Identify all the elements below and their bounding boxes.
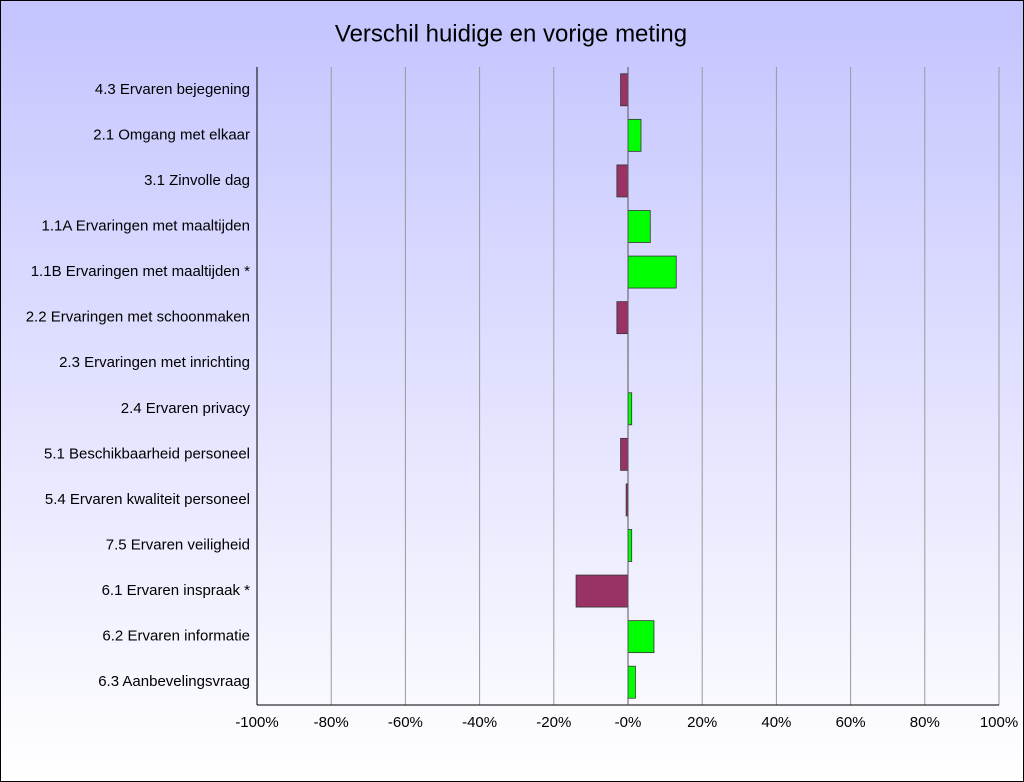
- bar: [620, 437, 629, 471]
- bar: [616, 164, 629, 198]
- y-tick-label: 1.1A Ervaringen met maaltijden: [42, 217, 250, 234]
- bar: [627, 210, 651, 243]
- y-tick-label: 2.4 Ervaren privacy: [121, 400, 251, 417]
- x-tick-label: 80%: [910, 714, 940, 731]
- y-tick-label: 5.4 Ervaren kwaliteit personeel: [45, 491, 250, 508]
- bar: [627, 620, 655, 654]
- x-tick-label: -80%: [314, 714, 349, 731]
- bar: [627, 118, 642, 152]
- y-tick-label: 7.5 Ervaren veiligheid: [106, 536, 250, 553]
- bar: [627, 255, 677, 289]
- x-tick-label: 60%: [836, 714, 866, 731]
- y-tick-label: 3.1 Zinvolle dag: [144, 172, 250, 189]
- bar: [627, 665, 636, 699]
- y-tick-label: 6.2 Ervaren informatie: [102, 628, 250, 645]
- x-tick-label: 40%: [761, 714, 791, 731]
- y-tick-label: 2.2 Ervaringen met schoonmaken: [26, 309, 250, 326]
- x-tick-label: -20%: [536, 714, 571, 731]
- x-tick-label: -60%: [388, 714, 423, 731]
- x-tick-label: -100%: [235, 714, 278, 731]
- chart-title: Verschil huidige en vorige meting: [335, 20, 687, 47]
- y-tick-label: 2.1 Omgang met elkaar: [93, 126, 250, 143]
- x-tick-label: -0%: [615, 714, 642, 731]
- bar: [627, 529, 633, 562]
- y-tick-label: 4.3 Ervaren bejegening: [95, 81, 250, 98]
- y-tick-label: 5.1 Beschikbaarheid personeel: [44, 445, 250, 462]
- y-tick-label: 2.3 Ervaringen met inrichting: [59, 354, 250, 371]
- y-tick-label: 1.1B Ervaringen met maaltijden *: [31, 263, 250, 280]
- bar: [575, 574, 629, 608]
- bar: [620, 73, 629, 107]
- bar: [627, 392, 633, 426]
- x-tick-label: 100%: [980, 714, 1018, 731]
- y-tick-label: 6.1 Ervaren inspraak *: [102, 582, 251, 599]
- bar: [616, 301, 629, 335]
- x-tick-label: -40%: [462, 714, 497, 731]
- x-tick-label: 20%: [687, 714, 717, 731]
- y-tick-label: 6.3 Aanbevelingsvraag: [98, 673, 250, 690]
